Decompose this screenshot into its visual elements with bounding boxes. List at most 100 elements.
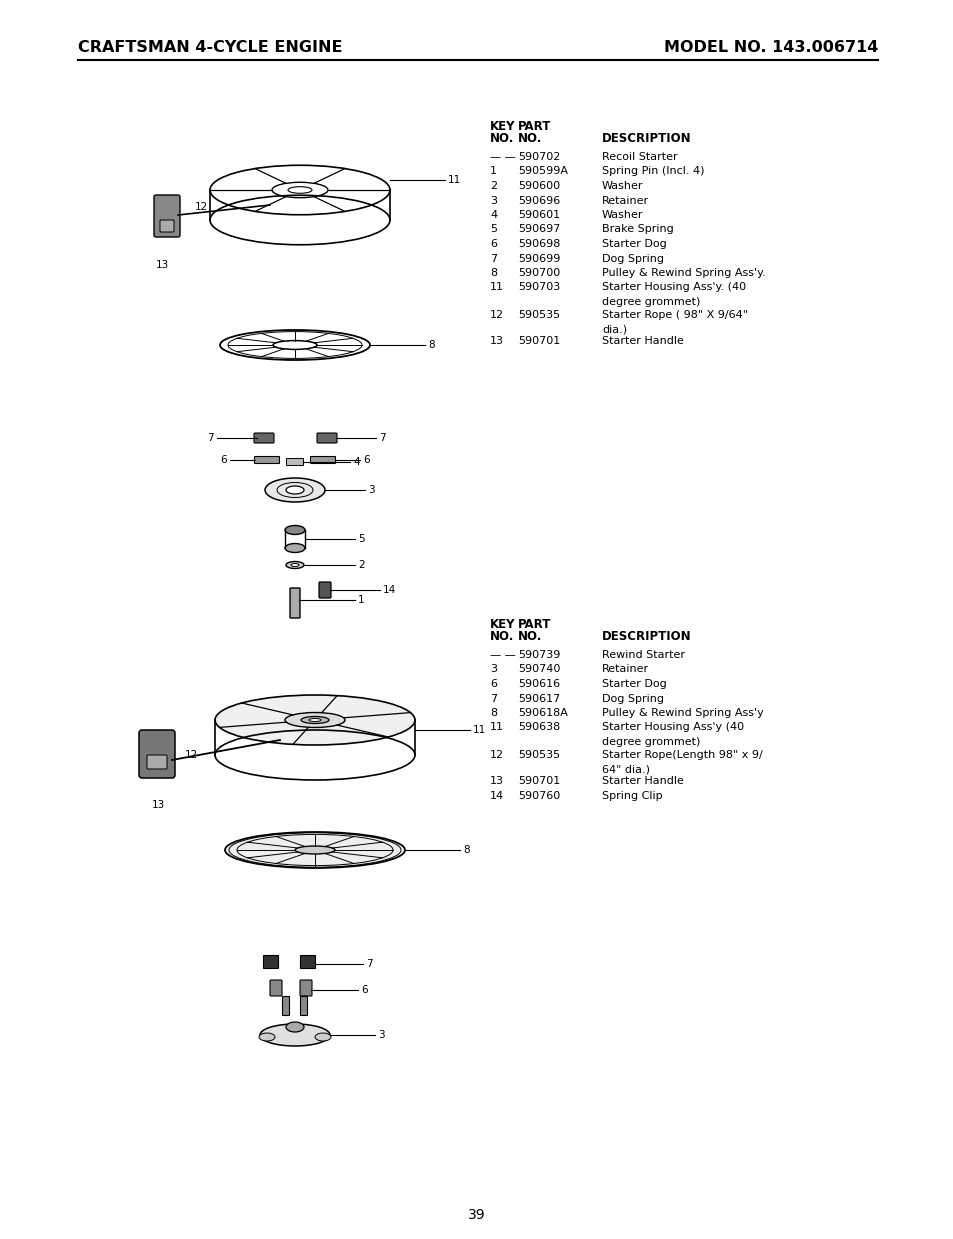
Text: 12: 12 [490,310,503,320]
Text: dia.): dia.) [601,325,626,335]
FancyBboxPatch shape [282,996,289,1016]
Text: Starter Housing Ass'y. (40: Starter Housing Ass'y. (40 [601,282,745,292]
Text: 590740: 590740 [517,664,559,674]
Ellipse shape [265,478,325,502]
Text: 12: 12 [194,202,208,212]
Text: 8: 8 [490,268,497,278]
Text: 2: 2 [357,560,364,570]
Ellipse shape [301,716,329,724]
Text: Starter Dog: Starter Dog [601,239,666,249]
FancyBboxPatch shape [153,195,180,237]
FancyBboxPatch shape [310,456,335,463]
Ellipse shape [294,846,335,854]
Text: 14: 14 [490,790,503,800]
FancyBboxPatch shape [290,589,299,618]
Text: 590701: 590701 [517,337,559,347]
FancyBboxPatch shape [139,730,174,778]
Text: 12: 12 [490,750,503,760]
Text: 3: 3 [490,196,497,206]
Text: 11: 11 [448,175,460,185]
Ellipse shape [291,564,298,566]
Text: 4: 4 [353,457,359,467]
Text: 5: 5 [357,534,364,544]
Text: 6: 6 [490,679,497,689]
Text: 590703: 590703 [517,282,559,292]
Text: — —: — — [490,650,516,660]
Text: NO.: NO. [490,629,514,643]
Ellipse shape [309,719,320,721]
Text: 39: 39 [468,1208,485,1222]
Text: 590760: 590760 [517,790,559,800]
Text: Washer: Washer [601,181,643,191]
Ellipse shape [214,695,415,745]
Text: 590739: 590739 [517,650,559,660]
Text: Retainer: Retainer [601,664,648,674]
Text: 13: 13 [152,800,165,810]
Text: 3: 3 [490,664,497,674]
Text: DESCRIPTION: DESCRIPTION [601,629,691,643]
Text: 590600: 590600 [517,181,559,191]
Text: Spring Clip: Spring Clip [601,790,662,800]
Text: 7: 7 [378,432,385,444]
FancyBboxPatch shape [147,755,167,769]
Ellipse shape [225,833,405,869]
Text: 1: 1 [357,595,364,605]
Text: 5: 5 [490,224,497,234]
Text: 590618A: 590618A [517,707,567,717]
Ellipse shape [286,561,304,569]
Text: — —: — — [490,152,516,162]
Text: Dog Spring: Dog Spring [601,254,663,264]
Text: 590700: 590700 [517,268,559,278]
FancyBboxPatch shape [300,996,307,1016]
Text: 590599A: 590599A [517,166,567,176]
Text: 590616: 590616 [517,679,559,689]
Text: PART: PART [517,120,551,133]
Text: 590699: 590699 [517,254,559,264]
Text: degree grommet): degree grommet) [601,297,700,307]
Text: 590638: 590638 [517,722,559,732]
Text: 3: 3 [377,1030,384,1040]
Text: 6: 6 [360,985,367,995]
Text: 590601: 590601 [517,209,559,221]
Text: NO.: NO. [517,133,542,145]
Text: Starter Handle: Starter Handle [601,777,683,787]
Text: DESCRIPTION: DESCRIPTION [601,133,691,145]
Text: 7: 7 [490,694,497,704]
Text: 64" dia.): 64" dia.) [601,764,649,774]
Text: Starter Handle: Starter Handle [601,337,683,347]
Text: 3: 3 [368,484,375,496]
Text: NO.: NO. [517,629,542,643]
Text: Starter Rope(Length 98" x 9/: Starter Rope(Length 98" x 9/ [601,750,762,760]
Text: 6: 6 [363,455,369,465]
Text: Washer: Washer [601,209,643,221]
FancyBboxPatch shape [254,456,279,463]
Text: 6: 6 [220,455,227,465]
Text: 8: 8 [462,845,469,855]
Text: 590698: 590698 [517,239,559,249]
Text: 2: 2 [490,181,497,191]
Text: Spring Pin (Incl. 4): Spring Pin (Incl. 4) [601,166,703,176]
Ellipse shape [285,544,305,553]
FancyBboxPatch shape [318,582,331,598]
Ellipse shape [260,1023,330,1046]
Ellipse shape [286,1022,304,1032]
Text: Starter Dog: Starter Dog [601,679,666,689]
Text: 590696: 590696 [517,196,559,206]
Ellipse shape [285,712,345,727]
Text: Starter Housing Ass'y (40: Starter Housing Ass'y (40 [601,722,743,732]
Text: 11: 11 [490,282,503,292]
Text: Pulley & Rewind Spring Ass'y: Pulley & Rewind Spring Ass'y [601,707,763,717]
Text: 590702: 590702 [517,152,559,162]
Text: 13: 13 [490,337,503,347]
Text: KEY: KEY [490,618,515,631]
Text: PART: PART [517,618,551,631]
Ellipse shape [258,1033,274,1041]
Text: 7: 7 [490,254,497,264]
Text: Dog Spring: Dog Spring [601,694,663,704]
Text: 590535: 590535 [517,750,559,760]
FancyBboxPatch shape [263,955,278,969]
Text: 6: 6 [490,239,497,249]
Text: 590697: 590697 [517,224,559,234]
Text: 590535: 590535 [517,310,559,320]
FancyBboxPatch shape [300,955,315,969]
